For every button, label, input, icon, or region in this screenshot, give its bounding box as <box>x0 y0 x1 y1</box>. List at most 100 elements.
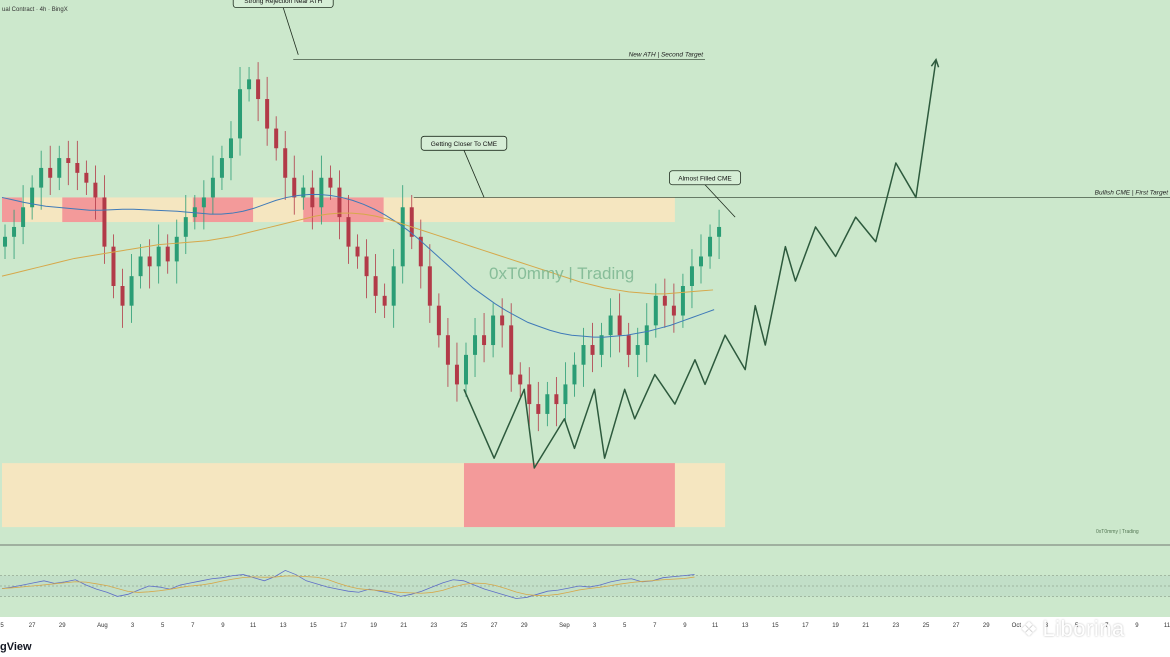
candle-body <box>21 207 26 227</box>
candle-body <box>301 187 306 198</box>
candle <box>708 224 713 269</box>
candle-body <box>572 364 577 385</box>
candle <box>48 145 53 195</box>
candle-body <box>39 167 44 188</box>
candle <box>518 362 523 397</box>
candle-body <box>57 158 62 178</box>
x-tick-label: 27 <box>491 623 498 629</box>
candle-body <box>482 335 487 346</box>
candle-body <box>454 364 459 385</box>
candle <box>84 160 89 195</box>
candle <box>409 194 414 250</box>
candle-body <box>210 177 215 198</box>
candle-body <box>201 197 206 208</box>
x-tick-label: 11 <box>1164 623 1170 629</box>
x-tick-label: 7 <box>191 623 195 629</box>
candle-body <box>644 325 649 346</box>
candle-body <box>238 89 243 139</box>
x-tick-label: 13 <box>742 623 749 629</box>
candle <box>147 239 152 289</box>
candle-body <box>93 182 98 198</box>
candle-body <box>265 99 270 129</box>
candle <box>373 254 378 314</box>
x-tick-label: 27 <box>29 623 36 629</box>
candle-body <box>102 197 107 247</box>
candle <box>527 367 532 427</box>
candle <box>400 185 405 284</box>
x-tick-label: 23 <box>892 623 899 629</box>
candle-body <box>364 256 369 277</box>
candle <box>174 219 179 284</box>
candle <box>292 155 297 215</box>
callout-box <box>232 0 334 9</box>
chart-background <box>0 0 1170 545</box>
x-tick-label: 7 <box>1105 623 1109 629</box>
candle <box>57 145 62 191</box>
x-tick-label: Aug <box>97 623 108 629</box>
candle <box>482 313 487 363</box>
candle <box>717 209 722 259</box>
candle-body <box>328 177 333 188</box>
rsi-panel <box>0 569 1170 599</box>
candle-body <box>689 266 694 286</box>
candle-body <box>120 286 125 306</box>
candle-body <box>608 315 613 336</box>
candle-body <box>48 167 53 178</box>
candle-body <box>355 246 360 257</box>
candle <box>165 234 170 274</box>
callout-box <box>420 135 508 151</box>
projection-path <box>463 59 937 469</box>
candle-body <box>165 246 170 262</box>
candle <box>111 234 116 299</box>
candle <box>536 381 541 432</box>
axis-background <box>0 617 1170 631</box>
candle-body <box>653 295 658 326</box>
candle-body <box>310 187 315 208</box>
x-tick-label: 3 <box>1045 623 1049 629</box>
annotations-layer: Strong Rejection Near ATH Getting Closer … <box>232 0 742 218</box>
x-tick-label: Sep <box>559 623 570 629</box>
candle <box>572 352 577 397</box>
candle <box>120 268 125 328</box>
candle <box>436 293 441 348</box>
x-tick-label: 15 <box>772 623 779 629</box>
x-tick-label: 13 <box>280 623 287 629</box>
candle <box>635 327 640 378</box>
candle-body <box>473 335 478 355</box>
target-label-0: New ATH | Second Target <box>629 52 705 59</box>
candle <box>283 131 288 200</box>
binance-square-icon: ❖ <box>1020 619 1039 641</box>
symbol-header: ual Contract · 4h · BingX <box>2 7 68 13</box>
x-tick-label: 25 <box>923 623 930 629</box>
candle-body <box>708 236 713 257</box>
candle-body <box>256 79 261 100</box>
candle <box>219 145 224 191</box>
candle-body <box>12 226 17 237</box>
candle-body <box>129 276 134 306</box>
candle <box>608 298 613 358</box>
candle <box>364 239 369 299</box>
candle-body <box>3 236 8 247</box>
supply-zone-3 <box>303 197 384 223</box>
candle-body <box>427 266 432 306</box>
projection-layer <box>463 58 940 469</box>
candle-body <box>617 315 622 336</box>
callout-1: Getting Closer To CME <box>420 135 508 198</box>
candle <box>30 175 35 220</box>
candle-body <box>75 163 80 173</box>
supply-zone-4 <box>463 463 675 528</box>
candle-body <box>111 246 116 286</box>
candle <box>310 170 315 230</box>
candles-layer <box>3 62 722 432</box>
candle <box>509 303 514 392</box>
candle-body <box>183 217 188 237</box>
candle <box>599 322 604 368</box>
candle <box>699 234 703 284</box>
candle <box>418 219 423 289</box>
candle <box>427 244 432 323</box>
candle-body <box>635 345 640 355</box>
x-tick-label: 23 <box>431 623 438 629</box>
sma-orange-line <box>1 212 714 295</box>
candle-body <box>500 315 505 326</box>
candle-body <box>680 286 685 316</box>
